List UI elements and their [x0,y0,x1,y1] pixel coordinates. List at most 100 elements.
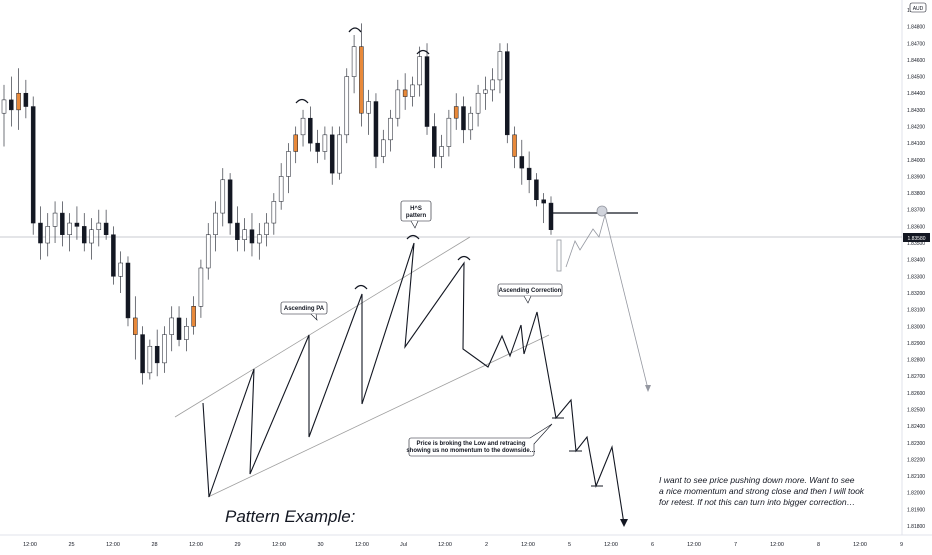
price-axis-label: 1.84600 [907,58,925,64]
candle-body [38,222,43,244]
time-axis-label: 2 [485,542,488,548]
projected-candle [556,239,562,272]
candle-body [490,79,495,91]
candle-body [154,345,160,364]
channel-lower-line[interactable] [207,334,550,498]
price-axis-label: 1.82400 [907,424,925,430]
price-axis-label: 1.82900 [907,341,925,347]
candle-body [417,56,422,86]
candle-body [402,89,408,97]
callout-ascending-pa-tail [310,313,318,321]
candle-body [351,46,357,77]
price-axis-label: 1.83900 [907,174,925,180]
time-axis-label: 12:00 [189,542,203,548]
left-shoulder-arc[interactable] [295,98,309,104]
price-axis-label: 1.83100 [907,308,925,314]
candle-body [512,134,517,157]
time-axis-label: Jul [400,542,407,548]
candle-body [548,202,554,230]
currency-badge-box [909,2,927,13]
candle-body [147,345,153,374]
callout-ascending-correction[interactable]: Ascending Correction [497,283,563,304]
price-axis-label: 1.82600 [907,391,925,397]
callout-hs-pattern-line1: H^S [410,206,422,212]
current-price-badge: 1.83580 [903,233,930,242]
candle-body [315,142,320,152]
time-axis-label: 12:00 [687,542,701,548]
candle-body [30,106,36,224]
time-axis-label: 12:00 [438,542,452,548]
pattern-left-shoulder-arc [354,284,368,290]
current-price-label: 1.83580 [907,236,925,242]
candle-body [111,234,116,277]
candle-body [541,199,546,204]
candle-body [410,84,415,97]
callout-broking-low-box [408,437,535,457]
projection-path[interactable] [565,213,649,390]
candle-body [205,234,211,269]
candle-body [424,56,430,127]
candle-body [432,126,437,157]
candle-body [264,222,269,235]
price-axis-label: 1.81900 [907,507,925,513]
callout-broking-low-line2: showing us no momentum to the downside… [406,448,535,454]
candle-body [286,151,291,177]
candle-body [1,99,7,114]
candle-body [235,222,240,240]
time-axis-label: 12:00 [272,542,286,548]
head-arc[interactable] [348,27,362,33]
candle-body [337,134,342,174]
callout-broking-low[interactable]: Price is broking the Low and retracing s… [406,423,553,457]
price-axis-label: 1.82700 [907,374,925,380]
candle-body [16,92,21,111]
candle-body [534,179,539,201]
candle-body [373,101,379,157]
candle-body [96,222,102,230]
candle-body [519,156,525,169]
candle-body [133,317,138,335]
candle-body [526,167,532,181]
candle-body [344,76,350,136]
time-axis-label: 7 [734,542,737,548]
time-axis-label: 6 [651,542,654,548]
candle-body [118,262,123,277]
time-axis-label: 12:00 [604,542,618,548]
retest-marker[interactable] [596,205,608,217]
candle-body [169,317,174,335]
currency-badge-label: AUD [913,6,924,12]
channel-upper-line[interactable] [174,236,471,418]
candle-body [475,92,481,114]
candle-body [497,51,503,81]
candle-body [81,226,87,244]
candle-body [293,134,298,152]
candle-body [23,92,29,107]
currency-badge: AUD [909,2,927,13]
candle-body [308,117,313,144]
time-axis[interactable]: 12:00 25 12:00 28 12:00 29 12:00 30 12:00 Jul 12:0… [23,542,903,548]
candle-body [191,306,196,327]
price-axis-label: 1.83700 [907,208,925,214]
note-line-1: I want to see price pushing down more. W… [659,475,855,485]
callout-ascending-pa[interactable]: Ascending PA [280,301,328,321]
candle-body [483,89,488,94]
candle-body [257,234,262,244]
callout-hs-pattern[interactable]: H^S pattern [400,200,432,229]
pattern-right-shoulder-arc [457,255,471,261]
time-axis-label: 30 [317,542,323,548]
candle-body [381,139,386,157]
price-axis[interactable]: 1.849001.848001.847001.846001.845001.844… [907,8,925,530]
candle-body [461,106,466,131]
candle-body [329,134,335,174]
right-shoulder-arc[interactable] [416,49,430,55]
price-axis-label: 1.84700 [907,41,925,47]
candle-body [176,317,182,340]
candle-body [89,229,94,244]
candle-body [395,89,401,119]
pattern-arrowhead [620,519,628,527]
price-axis-label: 1.82100 [907,474,925,480]
callout-ascending-pa-box [280,301,328,315]
price-axis-label: 1.84400 [907,91,925,97]
callout-broking-low-line1: Price is broking the Low and retracing [416,441,525,447]
